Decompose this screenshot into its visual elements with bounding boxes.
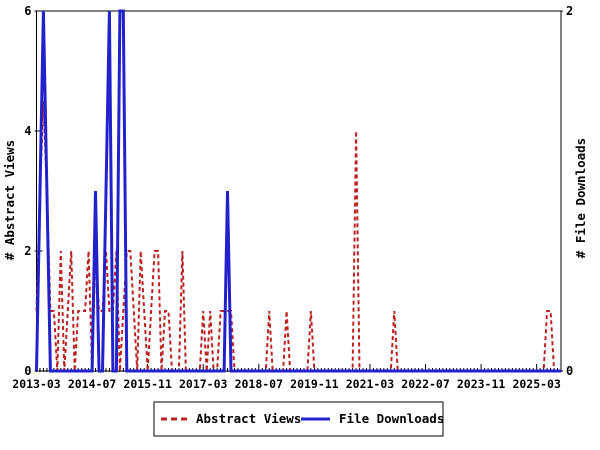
right-axis-tick-label: 2: [566, 4, 573, 18]
x-axis-tick-label: 2018-07: [235, 377, 284, 391]
x-axis-tick-label: 2015-11: [123, 377, 172, 391]
legend-box: [153, 401, 444, 437]
left-axis-title: # Abstract Views: [2, 140, 17, 260]
left-axis-tick-label: 0: [24, 364, 31, 378]
x-axis-tick-label: 2023-11: [457, 377, 506, 391]
x-axis-tick-label: 2025-03: [512, 377, 561, 391]
legend-file-downloads-label: File Downloads: [339, 411, 444, 426]
right-axis-title: # File Downloads: [573, 138, 588, 258]
x-axis-tick-label: 2022-07: [401, 377, 450, 391]
left-axis-tick-label: 4: [24, 124, 31, 138]
left-axis-tick-label: 6: [24, 4, 31, 18]
x-axis-tick-label: 2017-03: [179, 377, 228, 391]
legend-abstract-views-label: Abstract Views: [196, 411, 301, 426]
file-downloads-line: [35, 9, 561, 373]
right-axis-tick-label: 0: [566, 364, 573, 378]
plot-frame: [36, 10, 562, 372]
left-axis-tick-label: 2: [24, 244, 31, 258]
x-axis-tick-label: 2019-11: [290, 377, 339, 391]
x-axis-tick-label: 2021-03: [346, 377, 395, 391]
x-axis-tick-label: 2013-03: [12, 377, 61, 391]
x-axis-tick-label: 2014-07: [68, 377, 117, 391]
abstract-views-line: [35, 100, 561, 372]
